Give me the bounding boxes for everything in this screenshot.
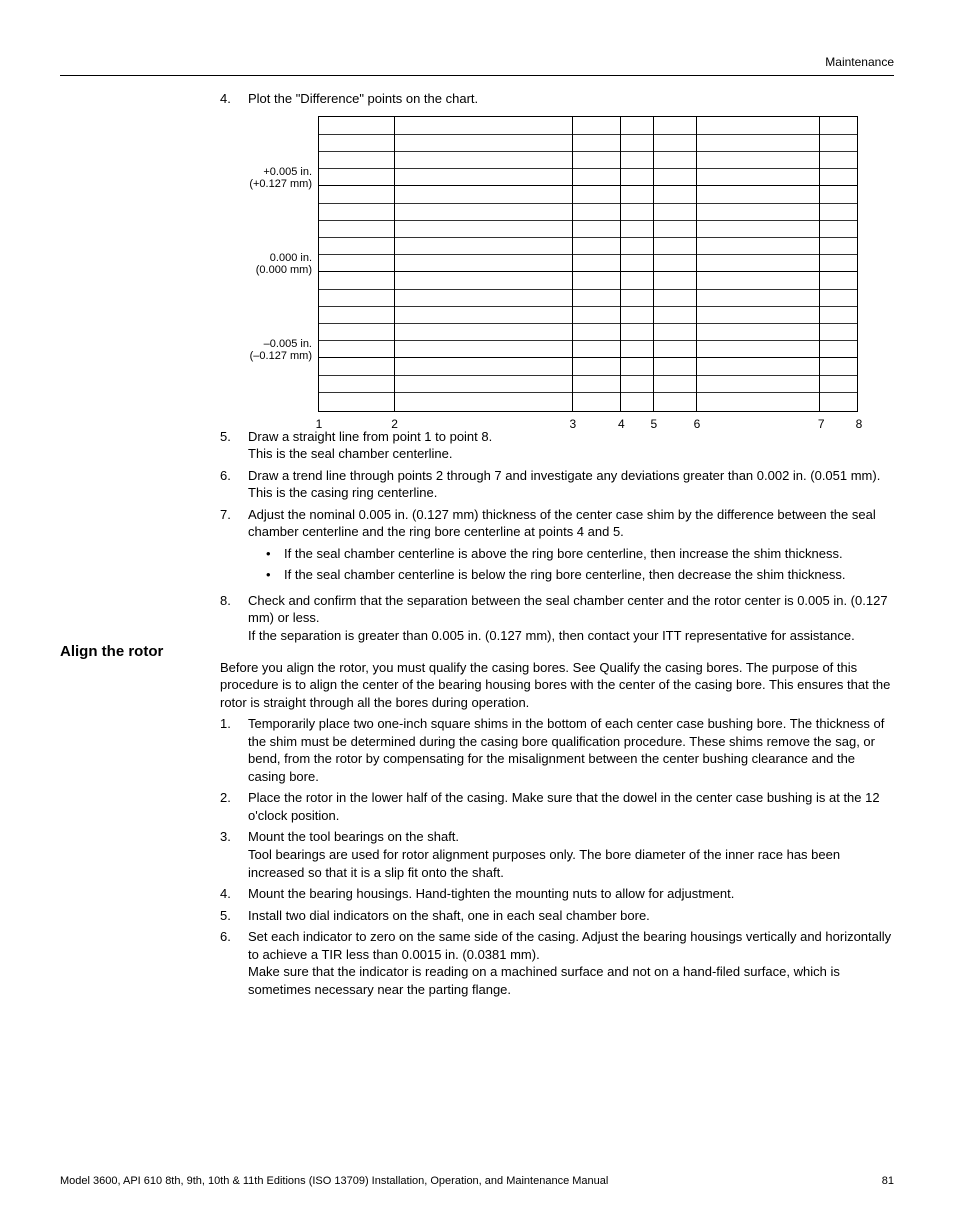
- step-text: Draw a trend line through points 2 throu…: [248, 467, 894, 485]
- gridline-minor: [319, 254, 857, 255]
- step-text: Mount the bearing housings. Hand-tighten…: [248, 885, 894, 903]
- section-intro: Before you align the rotor, you must qua…: [220, 659, 894, 712]
- step-text: Mount the tool bearings on the shaft.: [248, 828, 894, 846]
- step-body: Set each indicator to zero on the same s…: [248, 928, 894, 998]
- step: 2.Place the rotor in the lower half of t…: [220, 789, 894, 824]
- step-number: 3.: [220, 828, 248, 881]
- gridline-vertical: [696, 117, 697, 411]
- step-number: 8.: [220, 592, 248, 645]
- x-axis-label: 4: [618, 417, 625, 431]
- gridline-minor: [319, 306, 857, 307]
- x-axis-label: 7: [818, 417, 825, 431]
- x-axis-label: 2: [391, 417, 398, 431]
- gridline-minor: [319, 375, 857, 376]
- gridline-vertical: [620, 117, 621, 411]
- step-text: Install two dial indicators on the shaft…: [248, 907, 894, 925]
- step-body: Place the rotor in the lower half of the…: [248, 789, 894, 824]
- gridline-minor: [319, 220, 857, 221]
- step-text: Check and confirm that the separation be…: [248, 592, 894, 627]
- step-body: Mount the bearing housings. Hand-tighten…: [248, 885, 894, 903]
- step-body: Temporarily place two one-inch square sh…: [248, 715, 894, 785]
- gridline-vertical: [653, 117, 654, 411]
- step-after: This is the seal chamber centerline.: [248, 445, 894, 463]
- x-axis-label: 3: [569, 417, 576, 431]
- step: 8.Check and confirm that the separation …: [220, 592, 894, 645]
- step-number: 7.: [220, 506, 248, 588]
- step-body: Plot the "Difference" points on the char…: [248, 90, 894, 108]
- bullet-text: If the seal chamber centerline is above …: [284, 545, 843, 563]
- step-body: Adjust the nominal 0.005 in. (0.127 mm) …: [248, 506, 894, 588]
- page-footer: Model 3600, API 610 8th, 9th, 10th & 11t…: [60, 1175, 894, 1187]
- gridline-minor: [319, 392, 857, 393]
- gridline-minor: [319, 289, 857, 290]
- step-number: 5.: [220, 428, 248, 463]
- gridline-vertical: [572, 117, 573, 411]
- step-number: 4.: [220, 90, 248, 108]
- step-text: Plot the "Difference" points on the char…: [248, 90, 894, 108]
- gridline-vertical: [394, 117, 395, 411]
- step: 1.Temporarily place two one-inch square …: [220, 715, 894, 785]
- gridline-minor: [319, 134, 857, 135]
- step-after: Tool bearings are used for rotor alignme…: [248, 846, 894, 881]
- footer-page-number: 81: [882, 1175, 894, 1187]
- step-number: 2.: [220, 789, 248, 824]
- step: 3.Mount the tool bearings on the shaft.T…: [220, 828, 894, 881]
- step-body: Mount the tool bearings on the shaft.Too…: [248, 828, 894, 881]
- x-axis-label: 1: [316, 417, 323, 431]
- step: 4.Mount the bearing housings. Hand-tight…: [220, 885, 894, 903]
- step: 5.Draw a straight line from point 1 to p…: [220, 428, 894, 463]
- step-number: 6.: [220, 467, 248, 502]
- gridline-vertical: [819, 117, 820, 411]
- gridline-minor: [319, 323, 857, 324]
- header-rule: [60, 75, 894, 76]
- bullet-text: If the seal chamber centerline is below …: [284, 566, 845, 584]
- step-number: 1.: [220, 715, 248, 785]
- chart-y-axis-labels: +0.005 in.(+0.127 mm) 0.000 in.(0.000 mm)…: [240, 116, 318, 412]
- gridline-minor: [319, 237, 857, 238]
- step-text: Temporarily place two one-inch square sh…: [248, 715, 894, 785]
- gridline-major: [319, 357, 857, 358]
- step-body: Draw a straight line from point 1 to poi…: [248, 428, 894, 463]
- step-after: If the separation is greater than 0.005 …: [248, 627, 894, 645]
- step-body: Check and confirm that the separation be…: [248, 592, 894, 645]
- x-axis-label: 6: [694, 417, 701, 431]
- header-section: Maintenance: [825, 55, 894, 69]
- chart-grid: 12345678: [318, 116, 858, 412]
- step: 4.Plot the "Difference" points on the ch…: [220, 90, 894, 108]
- gridline-major: [319, 271, 857, 272]
- step-number: 6.: [220, 928, 248, 998]
- step-body: Draw a trend line through points 2 throu…: [248, 467, 894, 502]
- step: 5.Install two dial indicators on the sha…: [220, 907, 894, 925]
- step-text: Set each indicator to zero on the same s…: [248, 928, 894, 963]
- step-body: Install two dial indicators on the shaft…: [248, 907, 894, 925]
- x-axis-label: 8: [856, 417, 863, 431]
- step-after: Make sure that the indicator is reading …: [248, 963, 894, 998]
- step: 6.Set each indicator to zero on the same…: [220, 928, 894, 998]
- step: 7.Adjust the nominal 0.005 in. (0.127 mm…: [220, 506, 894, 588]
- y-axis-label: 0.000 in.(0.000 mm): [256, 252, 312, 276]
- step-number: 5.: [220, 907, 248, 925]
- y-axis-label: –0.005 in.(–0.127 mm): [250, 338, 312, 362]
- x-axis-label: 5: [650, 417, 657, 431]
- bullet-item: •If the seal chamber centerline is above…: [248, 545, 894, 563]
- bullet-icon: •: [266, 545, 284, 563]
- step-text: Adjust the nominal 0.005 in. (0.127 mm) …: [248, 506, 894, 541]
- section-title-align-rotor: Align the rotor: [60, 643, 163, 660]
- gridline-major: [319, 185, 857, 186]
- gridline-minor: [319, 168, 857, 169]
- bullet-icon: •: [266, 566, 284, 584]
- gridline-minor: [319, 340, 857, 341]
- gridline-minor: [319, 151, 857, 152]
- step-after: This is the casing ring centerline.: [248, 484, 894, 502]
- footer-left: Model 3600, API 610 8th, 9th, 10th & 11t…: [60, 1175, 608, 1187]
- bullet-item: •If the seal chamber centerline is below…: [248, 566, 894, 584]
- y-axis-label: +0.005 in.(+0.127 mm): [249, 166, 312, 190]
- step: 6.Draw a trend line through points 2 thr…: [220, 467, 894, 502]
- main-content: 4.Plot the "Difference" points on the ch…: [220, 90, 894, 1002]
- gridline-minor: [319, 203, 857, 204]
- difference-chart: +0.005 in.(+0.127 mm) 0.000 in.(0.000 mm)…: [240, 116, 894, 412]
- step-number: 4.: [220, 885, 248, 903]
- step-text: Place the rotor in the lower half of the…: [248, 789, 894, 824]
